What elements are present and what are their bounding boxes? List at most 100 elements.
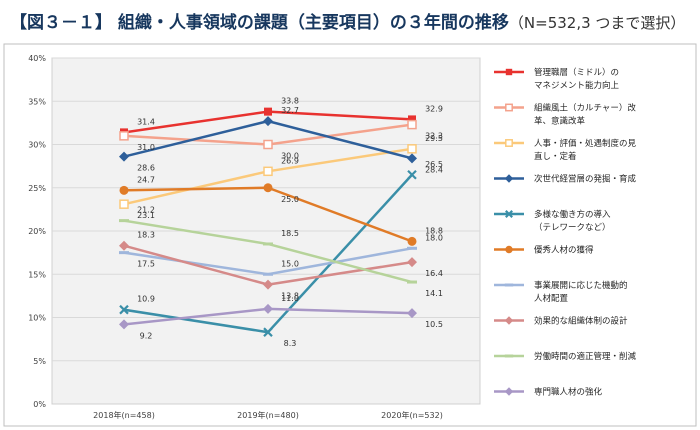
data-point xyxy=(263,303,273,314)
y-tick-label: 40% xyxy=(28,54,46,63)
data-point xyxy=(263,279,273,290)
y-tick-label: 0% xyxy=(33,400,46,409)
data-label: 18.5 xyxy=(281,229,299,238)
data-labels: 31.4 33.8 32.9 31.0 30.0 32.3 23.1 26.9 29.5 28.6… xyxy=(137,97,443,349)
data-point xyxy=(407,308,417,319)
data-point xyxy=(407,246,417,250)
series-lines xyxy=(119,107,417,337)
data-point xyxy=(264,107,272,116)
data-point xyxy=(504,387,514,396)
data-label: 16.4 xyxy=(425,269,443,278)
data-point xyxy=(263,139,273,150)
data-point xyxy=(505,210,513,218)
chart-title-main: 【図３－１】 組織・人事領域の課題（主要項目）の３年間の推移 xyxy=(10,13,509,33)
data-label: 8.3 xyxy=(284,339,297,348)
data-point xyxy=(504,354,514,358)
data-point xyxy=(505,139,513,147)
data-label: 26.9 xyxy=(281,156,299,165)
data-point xyxy=(408,115,416,124)
data-point xyxy=(407,257,417,268)
data-label: 29.5 xyxy=(425,134,443,143)
x-axis: 2018年(n=458) 2019年(n=480) 2020年(n=532) xyxy=(93,410,443,420)
y-tick-label: 20% xyxy=(28,227,46,236)
legend-label: 直し・定着 xyxy=(534,151,577,162)
data-label: 15.0 xyxy=(281,259,299,268)
x-tick-label: 2020年(n=532) xyxy=(381,410,443,420)
data-label: 26.5 xyxy=(425,160,443,169)
data-point xyxy=(407,119,417,130)
chart-title: 【図３－１】 組織・人事領域の課題（主要項目）の３年間の推移（N=532,3 つ… xyxy=(10,8,690,34)
legend: 管理職層（ミドル）のマネジメント能力向上組織風土（カルチャー）改革、意識改革人事… xyxy=(494,67,637,398)
data-point xyxy=(407,236,417,246)
legend-label: 人事・評価・処遇制度の見 xyxy=(534,138,637,149)
data-label: 17.5 xyxy=(137,260,155,269)
data-point xyxy=(119,185,129,195)
data-point xyxy=(407,144,417,154)
data-point xyxy=(263,116,273,127)
data-point xyxy=(119,319,129,330)
data-point xyxy=(407,169,417,180)
chart-title-note: （N=532,3 つまで選択） xyxy=(508,14,686,32)
data-label: 25.0 xyxy=(281,195,299,204)
data-point xyxy=(263,183,273,193)
data-point xyxy=(119,304,129,315)
y-axis: 0% 5% 10% 15% 20% 25% 30% 35% 40% xyxy=(28,54,46,409)
data-label: 11.0 xyxy=(281,294,299,303)
data-point xyxy=(407,280,417,284)
data-point xyxy=(263,272,273,276)
y-tick-label: 5% xyxy=(33,357,46,366)
data-point xyxy=(119,219,129,223)
data-label: 28.6 xyxy=(137,164,155,173)
data-point xyxy=(119,251,129,255)
data-label: 9.2 xyxy=(140,331,153,340)
data-point xyxy=(119,240,129,251)
data-label: 13.8 xyxy=(281,292,299,301)
data-point xyxy=(119,131,129,141)
data-label: 18.3 xyxy=(137,231,155,240)
legend-label: 人材配置 xyxy=(534,293,569,304)
legend-label: 労働時間の適正管理・削減 xyxy=(534,351,637,362)
data-point xyxy=(263,242,273,246)
legend-label: 効果的な組織体制の設計 xyxy=(534,316,628,327)
data-point xyxy=(407,153,417,164)
data-point xyxy=(504,316,514,325)
data-label: 21.2 xyxy=(137,206,155,215)
y-tick-label: 10% xyxy=(28,314,46,323)
legend-label: 多様な働き方の導入 xyxy=(534,209,611,220)
data-point xyxy=(505,245,513,254)
data-label: 32.9 xyxy=(425,104,443,113)
y-tick-label: 30% xyxy=(28,141,46,150)
data-label: 18.0 xyxy=(425,233,443,242)
data-label: 33.8 xyxy=(281,97,299,106)
data-label: 32.7 xyxy=(281,106,299,115)
data-label: 28.4 xyxy=(425,165,443,174)
legend-label: 組織風土（カルチャー）改 xyxy=(534,103,636,114)
data-point xyxy=(505,103,513,112)
x-tick-label: 2018年(n=458) xyxy=(93,410,155,420)
data-label: 30.0 xyxy=(281,152,299,161)
data-label: 23.1 xyxy=(137,211,155,220)
data-point xyxy=(263,327,273,337)
y-tick-label: 35% xyxy=(28,97,46,106)
data-label: 14.1 xyxy=(425,289,443,298)
legend-label: 事業展開に応じた機動的 xyxy=(534,280,628,291)
x-tick-label: 2019年(n=480) xyxy=(237,410,299,420)
y-tick-label: 15% xyxy=(28,270,46,279)
data-point xyxy=(119,151,129,162)
y-tick-label: 25% xyxy=(28,184,46,193)
chart-border xyxy=(3,43,697,427)
legend-label: 革、意識改革 xyxy=(534,116,586,127)
data-label: 31.0 xyxy=(137,143,155,152)
data-point xyxy=(504,174,514,183)
legend-label: 専門職人材の強化 xyxy=(534,387,603,398)
legend-label: 管理職層（ミドル）の xyxy=(534,67,619,78)
data-point xyxy=(263,166,273,177)
data-point xyxy=(119,199,129,209)
data-label: 18.8 xyxy=(425,226,443,235)
data-label: 32.3 xyxy=(425,132,443,141)
data-label: 10.9 xyxy=(137,295,155,304)
legend-label: （テレワークなど） xyxy=(534,222,611,233)
legend-label: 次世代経営層の発掘・育成 xyxy=(534,174,637,185)
data-label: 10.5 xyxy=(425,320,443,329)
